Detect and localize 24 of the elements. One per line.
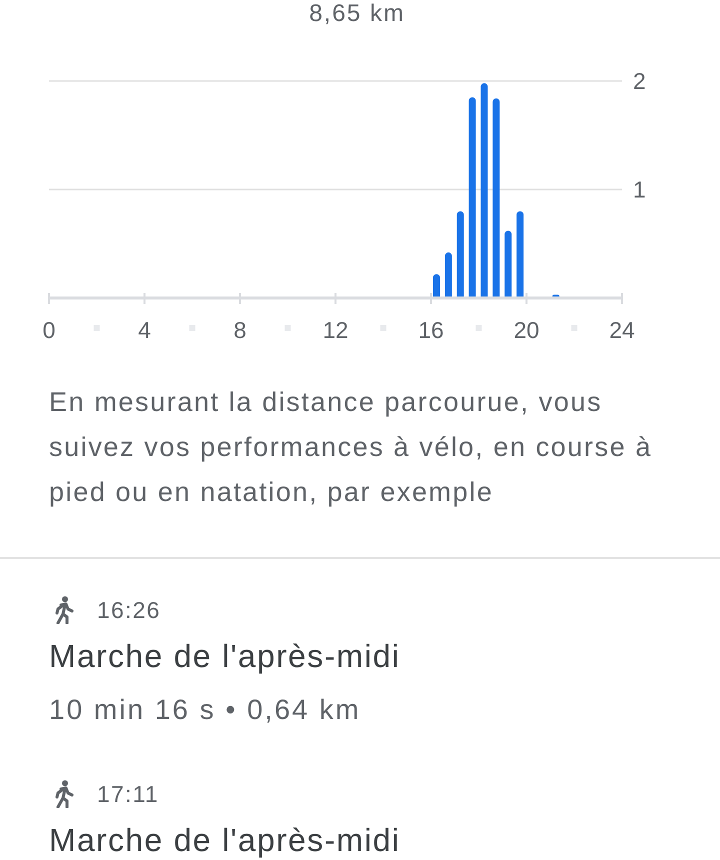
bar xyxy=(468,97,476,298)
bar xyxy=(444,252,452,298)
text: En mesurant la distance parcourue, vous suivez vos performances à vélo, en course à pied ou en natation, par exemple xyxy=(49,386,654,509)
x-tick-label: 16 xyxy=(418,317,444,343)
text: Marche de l'après-midi xyxy=(49,638,400,674)
bar xyxy=(456,211,464,298)
text: Marche de l'après-midi xyxy=(49,822,400,858)
x-tick-label: 12 xyxy=(322,317,348,343)
bar xyxy=(480,83,488,298)
bar xyxy=(516,211,524,298)
y-tick-label: 1 xyxy=(633,176,646,203)
bar xyxy=(504,230,512,298)
x-tick-label: 20 xyxy=(514,317,540,343)
x-tick-label: 0 xyxy=(42,317,56,343)
y-tick-label: 2 xyxy=(633,68,646,94)
text: 17:11 xyxy=(97,780,159,809)
bar xyxy=(433,274,440,298)
x-tick-label: 24 xyxy=(609,317,635,343)
x-tick-label: 8 xyxy=(234,317,246,343)
x-tick-label: 4 xyxy=(138,317,152,343)
bar xyxy=(492,98,500,298)
text: 16:26 xyxy=(97,596,161,625)
chart-title: 8,65 km xyxy=(308,0,406,28)
text: 10 min 16 s • 0,64 km xyxy=(49,693,361,727)
